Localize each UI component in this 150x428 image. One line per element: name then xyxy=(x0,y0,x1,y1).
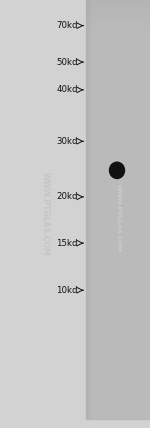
Text: 40kd: 40kd xyxy=(57,85,78,95)
Text: 15kd: 15kd xyxy=(57,238,78,248)
Text: WWW.PTGLAS.COM: WWW.PTGLAS.COM xyxy=(40,172,50,256)
Text: 50kd: 50kd xyxy=(57,57,78,67)
Text: 10kd: 10kd xyxy=(57,285,78,295)
Text: 20kd: 20kd xyxy=(57,192,78,202)
Text: 70kd: 70kd xyxy=(57,21,78,30)
Text: WWW.PTGLAS.COM: WWW.PTGLAS.COM xyxy=(116,184,121,252)
Ellipse shape xyxy=(110,162,124,178)
Text: 30kd: 30kd xyxy=(57,137,78,146)
Bar xyxy=(86,0,150,419)
